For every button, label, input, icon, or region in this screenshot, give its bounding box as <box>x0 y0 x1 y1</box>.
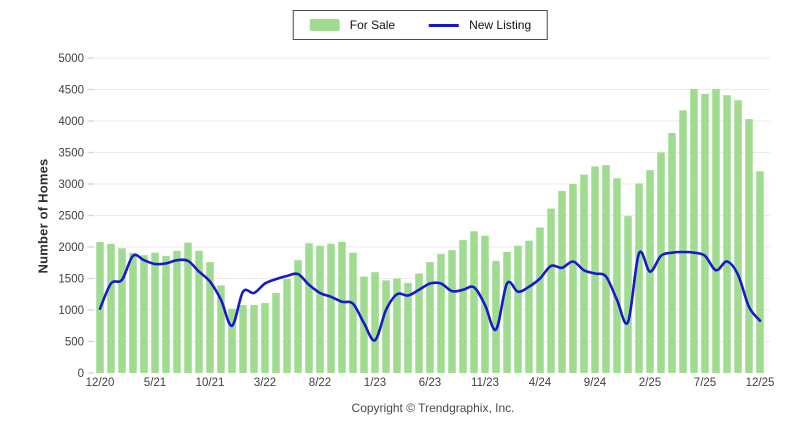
legend: For Sale New Listing <box>292 10 549 40</box>
bar <box>712 88 720 374</box>
bar <box>206 262 214 373</box>
bar <box>382 280 390 373</box>
bar <box>272 293 280 373</box>
bar <box>349 252 357 373</box>
x-tick-label: 3/22 <box>254 377 276 389</box>
x-tick-label: 8/22 <box>309 377 331 389</box>
bar <box>316 245 324 373</box>
y-tick-label: 4500 <box>58 85 84 97</box>
for-sale-swatch-icon <box>309 19 340 31</box>
bar <box>151 252 159 373</box>
bar <box>162 255 170 373</box>
bar <box>492 260 500 373</box>
copyright-text: Copyright © Trendgraphix, Inc. <box>351 401 515 415</box>
bar <box>514 245 522 373</box>
bar <box>723 95 731 373</box>
bar <box>195 250 203 373</box>
legend-for-sale-label: For Sale <box>349 18 396 32</box>
bar <box>701 93 709 374</box>
bar <box>448 250 456 373</box>
x-tick-label: 9/24 <box>584 377 607 389</box>
bar <box>261 303 269 373</box>
x-tick-label: 2/25 <box>639 377 661 389</box>
bar <box>129 252 137 373</box>
bar <box>426 262 434 373</box>
bar <box>657 152 665 373</box>
x-tick-label: 7/25 <box>694 377 716 389</box>
bar <box>679 110 687 374</box>
x-tick-label: 11/23 <box>471 377 499 389</box>
y-tick-label: 3000 <box>58 179 84 191</box>
y-tick-label: 1500 <box>58 274 84 286</box>
bar <box>580 174 588 373</box>
bar <box>734 100 742 373</box>
x-tick-label: 6/23 <box>419 377 441 389</box>
bar <box>239 305 247 373</box>
y-tick-label: 2000 <box>58 242 84 254</box>
y-tick-label: 1000 <box>58 305 84 317</box>
y-tick-label: 0 <box>78 368 84 380</box>
bar <box>393 278 401 373</box>
bar <box>338 242 346 373</box>
x-tick-label: 12/20 <box>86 377 115 389</box>
y-axis-title: Number of Homes <box>35 158 51 274</box>
y-tick-label: 4000 <box>58 116 84 128</box>
bar <box>558 190 566 373</box>
bar <box>228 308 236 373</box>
bar <box>525 240 533 373</box>
new-listing-line-icon <box>429 23 460 27</box>
bar <box>294 260 302 373</box>
bar <box>569 184 577 373</box>
bar <box>305 243 313 373</box>
bar <box>371 272 379 373</box>
bar <box>118 248 126 373</box>
bar <box>459 240 467 373</box>
bar <box>756 171 764 373</box>
bar <box>283 279 291 373</box>
bar <box>437 253 445 373</box>
bar <box>591 166 599 373</box>
bar <box>327 243 335 373</box>
y-tick-label: 5000 <box>58 53 84 65</box>
x-tick-label: 5/21 <box>144 377 166 389</box>
bar <box>250 305 258 373</box>
legend-new-listing-label: New Listing <box>469 18 532 32</box>
bar <box>613 178 621 373</box>
bar <box>140 255 148 373</box>
bar <box>415 273 423 373</box>
bar <box>547 208 555 373</box>
bar <box>690 88 698 374</box>
new-listing-line <box>98 250 762 342</box>
y-tick-label: 500 <box>65 337 84 349</box>
x-tick-label: 10/21 <box>196 377 225 389</box>
x-tick-label: 4/24 <box>529 377 552 389</box>
x-tick-label: 1/23 <box>364 377 386 389</box>
bar <box>536 227 544 373</box>
bar <box>404 282 412 373</box>
x-tick-label: 12/25 <box>746 377 775 389</box>
bar <box>107 243 115 373</box>
bar <box>503 252 511 373</box>
bar <box>745 119 753 373</box>
bar <box>173 250 181 373</box>
y-tick-label: 2500 <box>58 211 84 223</box>
bar <box>184 242 192 373</box>
bar <box>624 216 632 373</box>
bar <box>217 285 225 373</box>
bar <box>602 165 610 373</box>
bar <box>470 231 478 374</box>
y-tick-label: 3500 <box>58 148 84 160</box>
bar <box>635 183 643 373</box>
